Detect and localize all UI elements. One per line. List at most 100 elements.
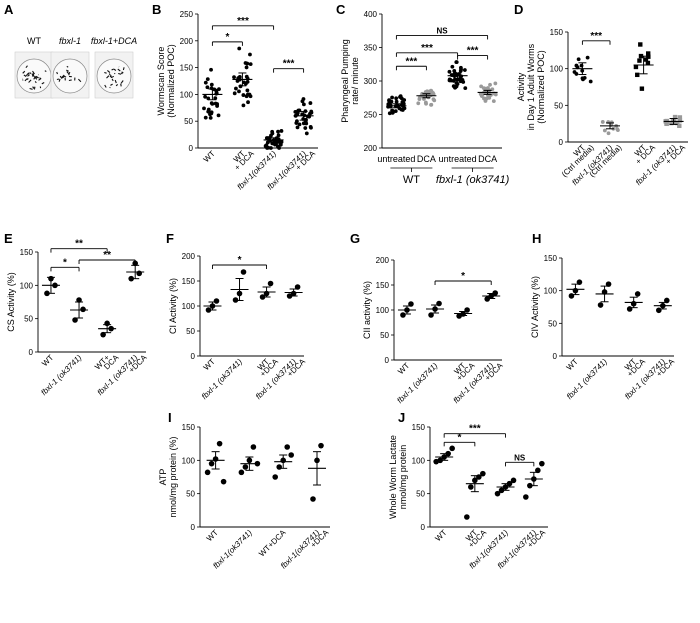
significance-label: *** <box>467 46 479 57</box>
data-point <box>250 444 257 450</box>
significance-label: * <box>458 432 462 443</box>
data-point <box>263 144 268 148</box>
data-point <box>303 126 308 130</box>
panel-a: A WT fbxl-1 fbxl-1+DCA <box>4 2 137 99</box>
data-point <box>600 120 605 124</box>
data-point <box>493 81 498 86</box>
y-tick-label: 200 <box>180 37 194 46</box>
significance-bracket: * <box>212 255 268 269</box>
data-point <box>449 445 455 452</box>
data-point <box>213 96 218 101</box>
data-point <box>269 146 273 150</box>
data-point <box>205 77 210 82</box>
data-point <box>235 79 240 83</box>
x-tick-label: WT <box>202 357 217 372</box>
y-tick-label: 100 <box>376 306 390 315</box>
group-label-text: WT <box>403 174 420 186</box>
y-tick-label: 50 <box>186 490 195 499</box>
y-tick-label: 50 <box>186 327 195 336</box>
data-point <box>276 464 283 470</box>
significance-label: * <box>238 255 242 266</box>
data-group: fbxl-1 (ok3741) <box>39 297 89 397</box>
data-point <box>242 80 246 85</box>
data-point <box>576 279 583 285</box>
significance-label: * <box>461 271 465 282</box>
data-point <box>615 128 620 133</box>
data-point <box>295 125 300 130</box>
data-point <box>588 79 593 84</box>
data-point <box>220 478 227 485</box>
data-point <box>523 494 529 500</box>
data-point <box>216 113 221 118</box>
data-point <box>209 110 214 115</box>
significance-label: *** <box>590 31 602 42</box>
y-axis-label: Pharyngeal Pumping <box>340 39 350 123</box>
y-tick-label: 200 <box>376 256 390 265</box>
data-point <box>428 312 434 318</box>
y-tick-label: 200 <box>182 252 196 261</box>
y-tick-label: 50 <box>548 319 557 328</box>
data-point <box>387 111 392 116</box>
data-point <box>136 270 142 277</box>
data-group: untreated <box>439 60 477 164</box>
data-point <box>245 88 250 93</box>
data-point <box>240 269 247 275</box>
significance-bracket: ** <box>78 250 136 264</box>
data-point <box>390 95 394 100</box>
significance-label: NS <box>514 453 526 462</box>
y-tick-label: 100 <box>182 456 196 465</box>
data-point <box>232 91 237 96</box>
data-point <box>241 103 246 108</box>
y-axis-label: Whole Worm Lactate <box>388 435 398 519</box>
data-point <box>270 129 275 134</box>
data-point <box>602 128 607 133</box>
data-point <box>388 103 393 108</box>
data-point <box>576 57 581 62</box>
data-point <box>248 52 252 57</box>
panel-letter-c: C <box>336 2 346 17</box>
data-point <box>460 78 465 82</box>
significance-bracket: * <box>50 257 80 272</box>
significance-label: *** <box>421 43 433 54</box>
data-point <box>634 291 641 297</box>
data-group: DCA <box>477 81 498 164</box>
y-axis-label: nmol/mg protein <box>398 445 408 510</box>
data-group: fbxl-1 (ok3741) <box>565 281 614 401</box>
panel-j: J 0 50 100 150 Whole Worm Lactate nmol/mg prot… <box>388 410 548 571</box>
data-point <box>535 467 541 474</box>
group-label-text: fbxl-1 (ok3741) <box>436 174 510 186</box>
data-point <box>400 312 406 318</box>
data-point <box>205 85 210 90</box>
y-tick-label: 0 <box>385 356 390 365</box>
data-point <box>478 92 483 96</box>
data-point <box>445 450 451 457</box>
data-point <box>656 307 662 314</box>
data-point <box>506 480 513 487</box>
data-point <box>213 101 218 106</box>
data-point <box>208 460 215 467</box>
data-point <box>272 474 279 480</box>
data-point <box>447 77 452 82</box>
worm-tracks <box>104 66 125 89</box>
data-point <box>664 121 669 126</box>
data-group: WT+DCA <box>93 320 121 372</box>
data-point <box>408 301 414 307</box>
data-point <box>295 119 299 124</box>
data-point <box>276 133 281 138</box>
data-point <box>453 85 458 90</box>
y-tick-label: 250 <box>180 10 194 19</box>
y-tick-label: 150 <box>412 423 426 432</box>
y-tick-label: 100 <box>544 287 558 296</box>
panel-i: I 0 50 100 150 ATP nmol/mg protein (%) WTfbxl-1… <box>158 410 331 571</box>
x-tick-label: WT <box>40 353 55 368</box>
data-point <box>100 331 106 338</box>
data-point <box>203 115 208 120</box>
data-point <box>202 106 206 111</box>
data-point <box>265 140 270 145</box>
data-point <box>494 490 501 497</box>
y-axis-label: CIV Activity (%) <box>530 276 540 338</box>
